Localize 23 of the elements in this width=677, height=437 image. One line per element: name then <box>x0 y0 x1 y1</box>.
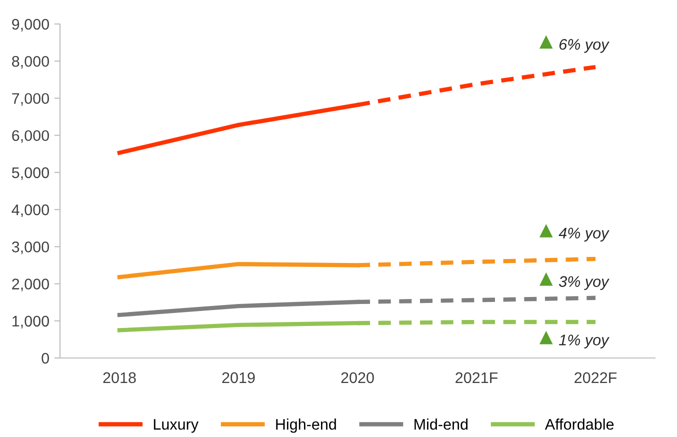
x-tick-label: 2019 <box>222 372 255 384</box>
legend-label: Luxury <box>154 419 199 433</box>
legend-label: Affordable <box>544 418 614 430</box>
legend-label: Mid-end <box>414 418 468 430</box>
x-tick-label: 2018 <box>103 372 136 384</box>
y-tick-label: 5,000 <box>12 167 49 180</box>
annotation: 1% yoy <box>559 334 610 348</box>
y-tick-label: 4,000 <box>12 204 49 218</box>
y-tick-label: 3,000 <box>12 242 49 254</box>
y-tick-label: 8,000 <box>12 56 49 69</box>
legend-label: High-end <box>276 418 336 433</box>
y-tick-label: 0 <box>42 352 49 364</box>
x-tick-label: 2022F <box>574 372 617 384</box>
y-tick-label: 9,000 <box>12 18 49 32</box>
x-tick-label: 2020 <box>341 372 374 384</box>
x-tick-label: 2021F <box>456 372 498 384</box>
y-tick-label: 1,000 <box>12 316 49 328</box>
y-tick-label: 6,000 <box>12 130 49 143</box>
annotation: 3% yoy <box>558 276 610 290</box>
annotation: 4% yoy <box>558 228 610 242</box>
annotation: 6% yoy <box>559 38 610 53</box>
y-tick-label: 2,000 <box>12 278 49 292</box>
y-tick-label: 7,000 <box>12 93 49 106</box>
